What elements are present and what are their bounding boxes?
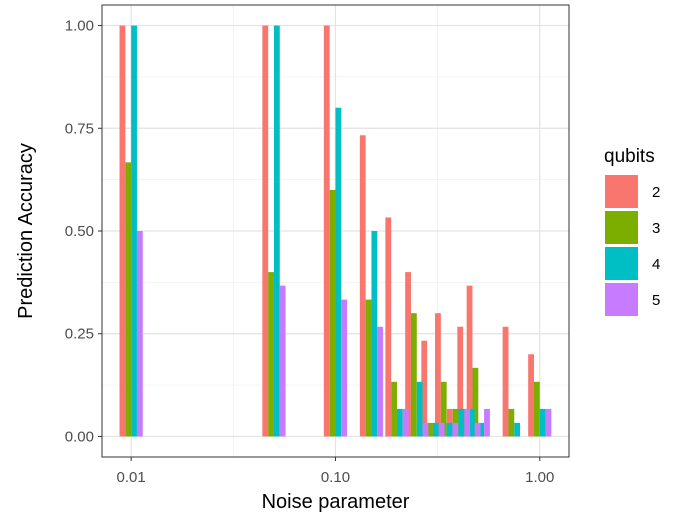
bar-qubits-3 bbox=[329, 189, 336, 437]
y-tick-label: 1.00 bbox=[65, 18, 94, 35]
legend-label: 4 bbox=[652, 256, 660, 273]
bar-qubits-2 bbox=[457, 326, 464, 437]
bar-qubits-2 bbox=[119, 25, 126, 437]
bar-qubits-2 bbox=[405, 272, 411, 437]
y-axis-title: Prediction Accuracy bbox=[15, 143, 37, 319]
legend-key-2 bbox=[605, 175, 638, 208]
bar-qubits-3 bbox=[410, 313, 417, 437]
x-axis-title: Noise parameter bbox=[262, 491, 410, 513]
bar-qubits-2 bbox=[435, 313, 441, 437]
legend-key-5 bbox=[605, 283, 638, 316]
x-tick-label: 0.01 bbox=[117, 469, 146, 486]
bar-qubits-3 bbox=[391, 381, 397, 437]
bar-qubits-4 bbox=[478, 422, 485, 437]
legend: qubits 2 3 4 5 bbox=[604, 146, 660, 316]
legend-label: 5 bbox=[652, 292, 660, 309]
bar-qubits-5 bbox=[377, 326, 384, 437]
bar-qubits-3 bbox=[533, 381, 540, 437]
legend-key-3 bbox=[605, 211, 638, 244]
bar-qubits-2 bbox=[528, 354, 534, 437]
bar-qubits-3 bbox=[365, 299, 372, 437]
y-tick-label: 0.25 bbox=[65, 326, 94, 343]
bar-qubits-3 bbox=[508, 408, 515, 437]
y-axis-ticks: 0.00 0.25 0.50 0.75 1.00 bbox=[65, 18, 102, 445]
bar-qubits-4 bbox=[446, 422, 453, 437]
bar-qubits-4 bbox=[335, 107, 342, 437]
bar-qubits-2 bbox=[385, 217, 392, 437]
bar-qubits-3 bbox=[452, 408, 459, 437]
bar-qubits-4 bbox=[458, 408, 465, 437]
bar-qubits-4 bbox=[371, 231, 378, 437]
bar-qubits-3 bbox=[268, 272, 274, 437]
bar-qubits-2 bbox=[421, 340, 428, 437]
bar-qubits-5 bbox=[279, 285, 286, 437]
bars bbox=[119, 25, 552, 437]
bar-qubits-5 bbox=[545, 408, 552, 437]
x-axis-ticks: 0.01 0.10 1.00 bbox=[117, 457, 554, 486]
legend-label: 3 bbox=[652, 220, 660, 237]
bar-qubits-2 bbox=[466, 285, 473, 437]
y-tick-label: 0.00 bbox=[65, 428, 94, 445]
bar-qubits-5 bbox=[341, 299, 348, 437]
bar-qubits-3 bbox=[125, 162, 132, 437]
bar-qubits-2 bbox=[262, 25, 269, 437]
legend-label: 2 bbox=[652, 184, 660, 201]
bar-qubits-2 bbox=[323, 25, 330, 437]
y-tick-label: 0.75 bbox=[65, 120, 94, 137]
x-tick-label: 1.00 bbox=[525, 469, 554, 486]
bar-qubits-5 bbox=[438, 422, 445, 437]
bar-qubits-5 bbox=[422, 422, 429, 437]
bar-qubits-5 bbox=[402, 408, 409, 437]
x-tick-label: 0.10 bbox=[321, 469, 350, 486]
bar-qubits-4 bbox=[432, 422, 439, 437]
bar-qubits-5 bbox=[136, 231, 143, 437]
bar-qubits-4 bbox=[131, 25, 137, 437]
bar-qubits-2 bbox=[502, 326, 509, 437]
bar-qubits-4 bbox=[468, 408, 475, 437]
bar-qubits-5 bbox=[452, 422, 459, 437]
bar-qubits-3 bbox=[440, 381, 447, 437]
bar-qubits-4 bbox=[539, 408, 546, 437]
bar-qubits-2 bbox=[446, 408, 453, 437]
bar-qubits-4 bbox=[273, 25, 280, 437]
bar-qubits-3 bbox=[427, 422, 433, 437]
y-tick-label: 0.50 bbox=[65, 223, 94, 240]
legend-key-4 bbox=[605, 247, 638, 280]
bar-qubits-5 bbox=[464, 408, 471, 437]
bar-qubits-2 bbox=[359, 135, 366, 437]
bar-qubits-5 bbox=[484, 408, 490, 437]
bar-qubits-4 bbox=[514, 422, 521, 437]
legend-title: qubits bbox=[604, 146, 655, 167]
bar-qubits-4 bbox=[416, 381, 423, 437]
bar-qubits-5 bbox=[474, 422, 481, 437]
bar-qubits-4 bbox=[396, 408, 403, 437]
bar-qubits-3 bbox=[472, 367, 479, 437]
